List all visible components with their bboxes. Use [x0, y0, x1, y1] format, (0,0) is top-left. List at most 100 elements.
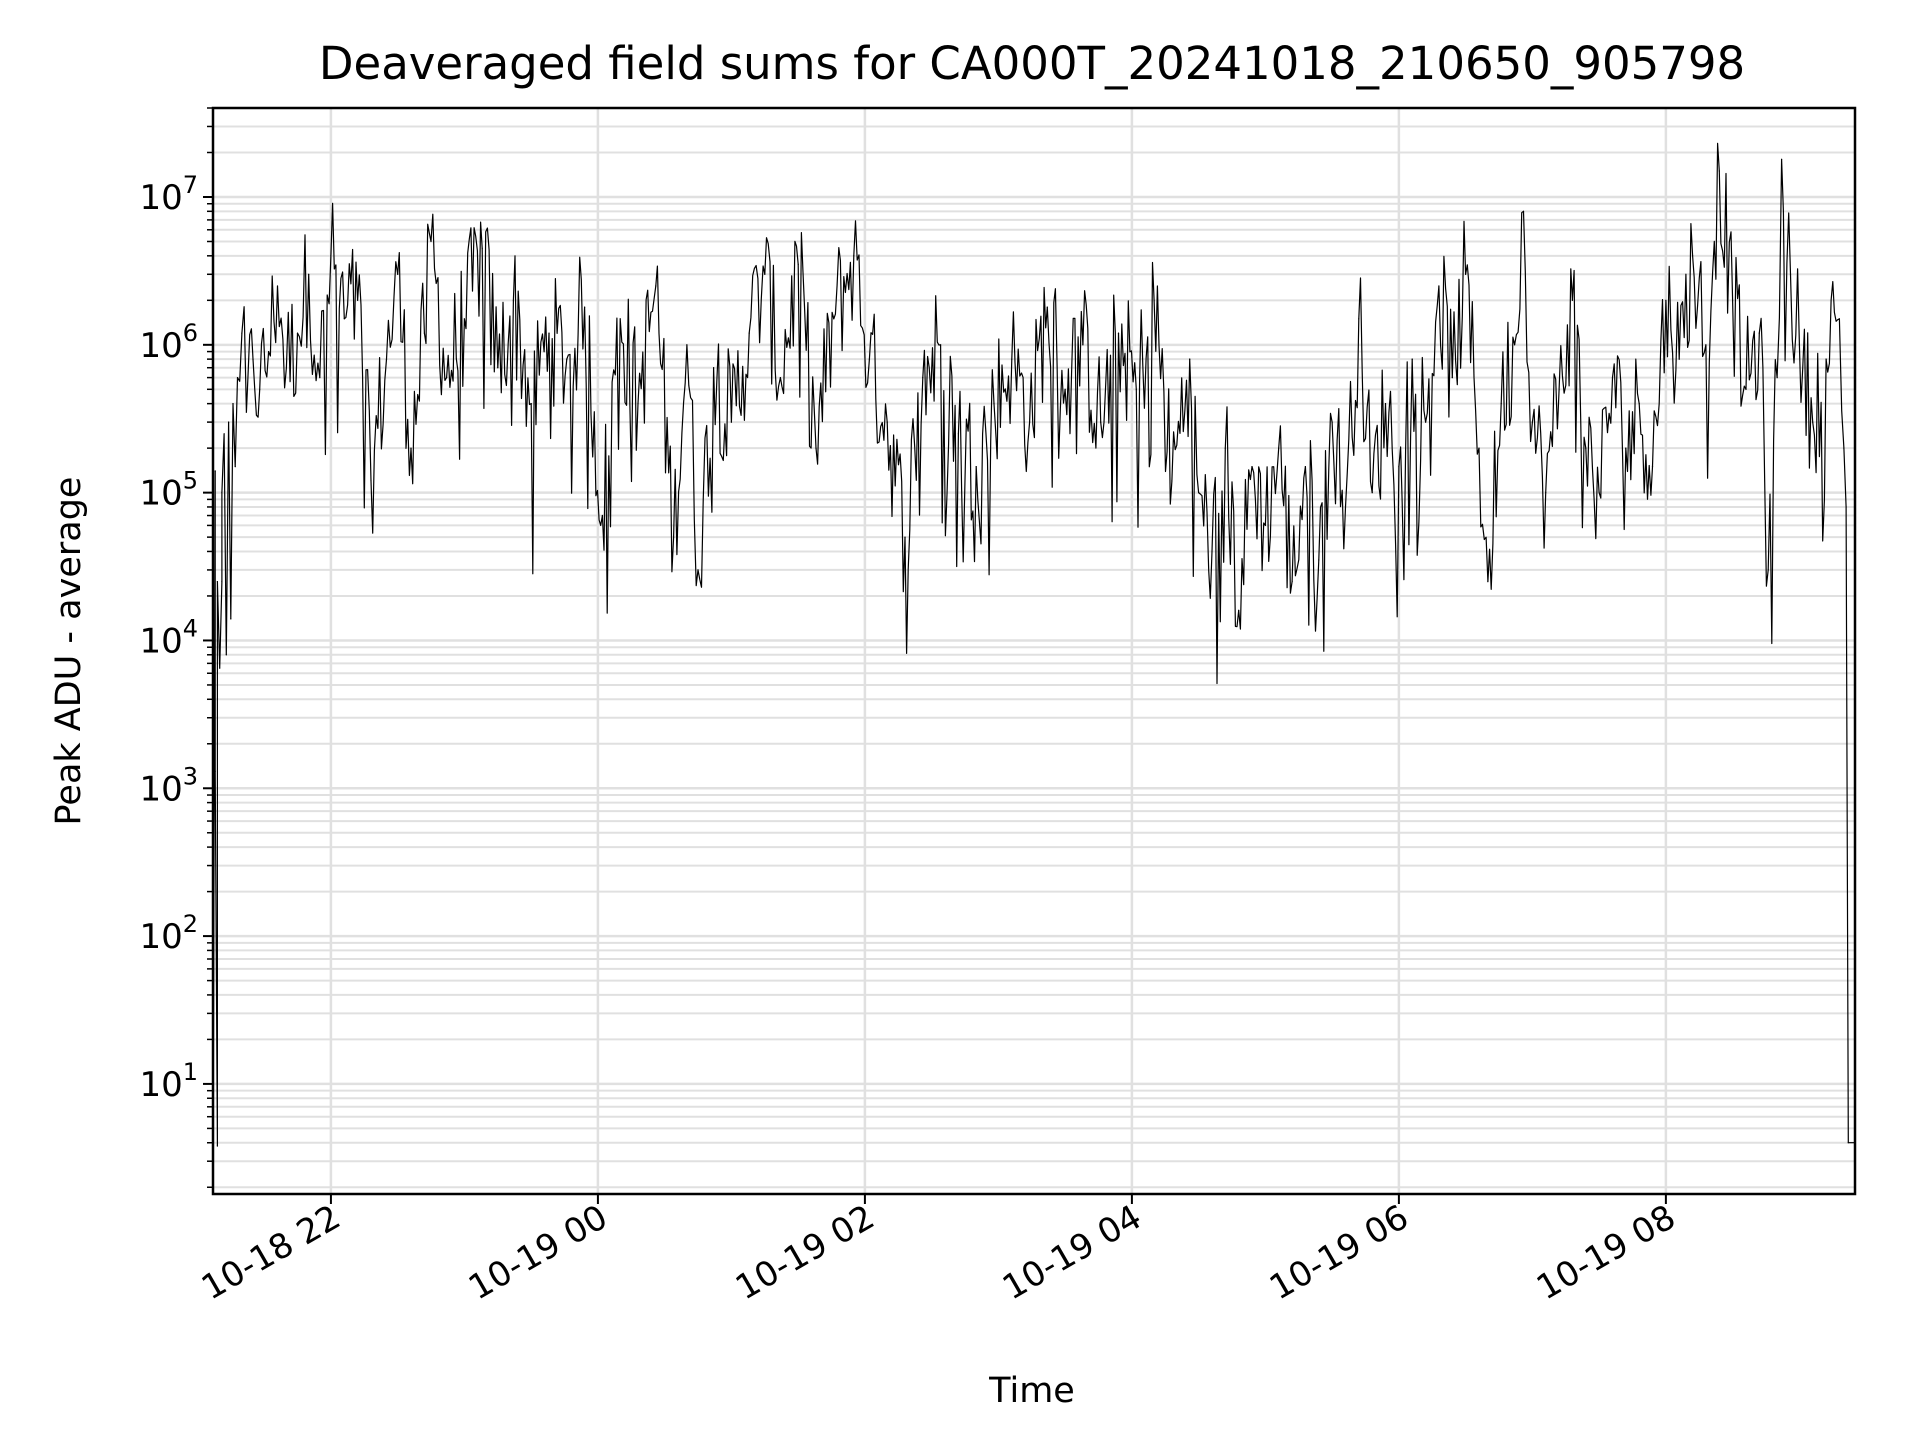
data-point	[1135, 388, 1137, 390]
data-point	[1692, 255, 1694, 257]
data-point	[223, 433, 225, 435]
data-point	[259, 388, 261, 390]
data-point	[815, 447, 817, 449]
data-point	[1117, 332, 1120, 334]
data-point	[1847, 1142, 1849, 1144]
data-point	[1291, 581, 1293, 583]
data-point	[1705, 344, 1707, 346]
data-point	[548, 332, 550, 334]
data-point	[1211, 550, 1213, 553]
data-point	[1758, 332, 1760, 334]
x-tick-label: 10-19 04	[996, 1197, 1148, 1308]
y-axis: 101 102 103 104 105 106 107	[139, 107, 213, 1188]
data-point	[296, 332, 299, 334]
data-point	[1358, 318, 1360, 320]
data-point	[1638, 403, 1640, 405]
data-point	[1745, 388, 1747, 390]
data-point	[993, 403, 995, 405]
data-point	[319, 377, 321, 379]
data-point	[833, 318, 835, 320]
data-point	[1100, 421, 1102, 423]
y-tick-label: 107	[139, 171, 198, 218]
data-point	[285, 367, 287, 369]
x-tick-label: 10-19 08	[1530, 1197, 1682, 1308]
data-point	[1304, 466, 1306, 468]
data-point	[236, 377, 239, 379]
data-point	[1064, 388, 1066, 390]
data-point	[1500, 403, 1502, 405]
y-tick-label: 103	[139, 762, 198, 809]
data-point	[216, 581, 218, 583]
data-point	[1651, 466, 1654, 468]
data-point	[601, 514, 604, 517]
data-point	[1171, 480, 1173, 482]
data-point	[1812, 421, 1814, 423]
data-point	[673, 536, 675, 538]
data-point	[497, 367, 499, 369]
data-point	[397, 273, 399, 275]
x-tick-label: 10-19 06	[1263, 1197, 1415, 1308]
x-axis-label: Time	[988, 1371, 1075, 1411]
x-tick-label: 10-19 02	[729, 1197, 881, 1308]
data-point	[975, 466, 977, 468]
x-tick-label: 10-18 22	[195, 1197, 347, 1308]
data-point	[252, 358, 254, 360]
data-point	[370, 480, 372, 482]
data-point	[481, 247, 483, 249]
data-point	[1522, 210, 1525, 212]
data-point	[1843, 447, 1845, 449]
data-point	[1514, 344, 1516, 346]
data-point	[446, 377, 448, 379]
data-point	[1011, 358, 1013, 360]
data-point	[423, 332, 425, 334]
y-tick-label: 101	[139, 1058, 198, 1105]
data-point	[241, 332, 243, 334]
data-point	[1732, 299, 1734, 301]
data-point	[1198, 492, 1200, 494]
data-point	[1789, 273, 1792, 275]
data-point	[1531, 421, 1533, 423]
plot-area-frame	[211, 106, 1857, 1196]
data-point	[1438, 285, 1440, 287]
data-point	[245, 411, 247, 413]
data-point	[1425, 421, 1427, 423]
data-point	[730, 421, 733, 423]
data-point	[853, 255, 855, 257]
y-tick-label: 106	[139, 319, 198, 366]
data-point	[1798, 344, 1800, 346]
x-axis: 10-18 22 10-19 00 10-19 02 10-19 04 10-19 06…	[195, 1194, 1682, 1308]
data-point	[1776, 377, 1778, 379]
data-point	[1478, 447, 1480, 449]
data-point	[357, 299, 359, 301]
data-point	[308, 273, 310, 275]
data-point	[584, 306, 586, 308]
data-point	[697, 569, 699, 571]
data-point	[637, 403, 639, 405]
data-point	[655, 285, 657, 287]
data-point	[1278, 447, 1280, 449]
data-point	[530, 403, 532, 405]
data-point	[214, 470, 216, 472]
data-point	[1331, 421, 1333, 423]
grid-lines	[213, 107, 1855, 1194]
data-point	[1082, 344, 1084, 346]
data-point	[1384, 403, 1387, 405]
data-point	[1487, 581, 1489, 583]
data-point	[430, 240, 432, 243]
y-tick-label: 104	[139, 614, 198, 661]
y-axis-label: Peak ADU - average	[49, 477, 89, 826]
data-point	[797, 263, 799, 265]
data-point	[385, 358, 388, 360]
x-tick-label: 10-19 00	[462, 1197, 614, 1308]
data-point	[1318, 559, 1320, 561]
data-point	[1678, 358, 1680, 360]
data-point	[1838, 318, 1840, 320]
series-layer	[212, 142, 1856, 1195]
data-point	[1585, 447, 1587, 449]
data-point	[886, 421, 888, 423]
data-point	[1825, 358, 1827, 360]
data-point	[1411, 358, 1413, 360]
data-point	[1264, 524, 1266, 527]
data-point	[619, 318, 621, 320]
